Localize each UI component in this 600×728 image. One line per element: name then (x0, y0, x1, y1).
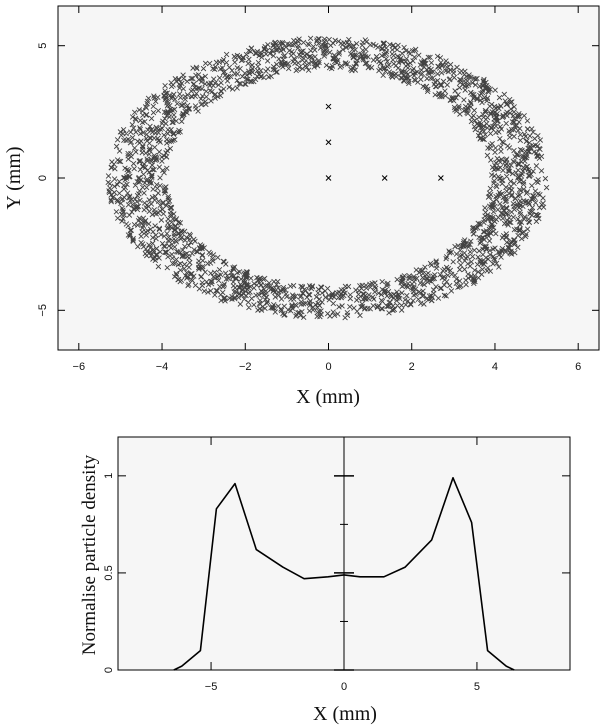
density-y-tick-label: 1 (103, 473, 115, 479)
isolated-point-3 (381, 175, 388, 181)
scatter-chart: −6 −4 −2 0 2 4 6 −5 0 5 X (mm) Y (mm) (3, 5, 600, 408)
density-y-tick-label: 0 (103, 667, 115, 673)
density-lines-layer (173, 437, 515, 671)
scatter-x-tick-label: 6 (575, 361, 581, 373)
isolated-point-1 (325, 139, 332, 146)
scatter-x-tick-label: −4 (156, 361, 169, 373)
density-x-axis-label: X (mm) (313, 703, 377, 725)
scatter-x-tick-label: 0 (325, 361, 331, 373)
isolated-point-2 (325, 103, 332, 110)
scatter-y-tick-label: 0 (37, 175, 49, 181)
density-y-tick-label: 0.5 (103, 565, 115, 580)
scatter-y-axis-label: Y (mm) (3, 146, 25, 209)
scatter-y-tick-label: 5 (37, 43, 49, 49)
density-series-line-0 (173, 477, 515, 671)
scatter-x-tick-label: −2 (239, 361, 252, 373)
scatter-x-tick-label: 4 (492, 361, 498, 373)
scatter-y-tick-label: −5 (37, 304, 49, 317)
scatter-points-layer (105, 35, 550, 321)
particle-ring (105, 35, 550, 321)
density-y-axis-label: Normalise particle density (79, 454, 100, 655)
isolated-point-4 (438, 175, 444, 181)
scatter-x-tick-label: 2 (409, 361, 415, 373)
density-chart: −5 0 5 0 0.5 1 X (mm) Normalise particle dens… (79, 436, 571, 725)
density-x-tick-label: 5 (474, 681, 480, 693)
density-ticks-layer: −5 0 5 0 0.5 1 (103, 437, 570, 693)
scatter-ticks-layer: −6 −4 −2 0 2 4 6 −5 0 5 (37, 6, 599, 373)
scatter-x-axis-label: X (mm) (296, 386, 360, 408)
isolated-point-0 (325, 175, 332, 181)
density-x-tick-label: −5 (205, 681, 218, 693)
scatter-x-tick-label: −6 (73, 361, 86, 373)
density-x-tick-label: 0 (341, 681, 347, 693)
